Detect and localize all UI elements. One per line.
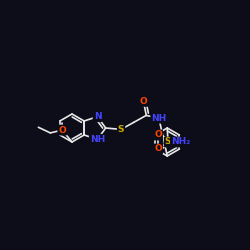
Text: NH: NH — [151, 114, 166, 123]
Text: O: O — [154, 130, 162, 140]
Text: NH: NH — [90, 135, 105, 144]
Text: O: O — [58, 126, 66, 134]
Text: O: O — [140, 97, 147, 106]
Text: S: S — [165, 138, 171, 146]
Text: O: O — [154, 144, 162, 154]
Text: NH₂: NH₂ — [171, 138, 190, 146]
Text: N: N — [94, 112, 101, 121]
Text: S: S — [118, 125, 124, 134]
